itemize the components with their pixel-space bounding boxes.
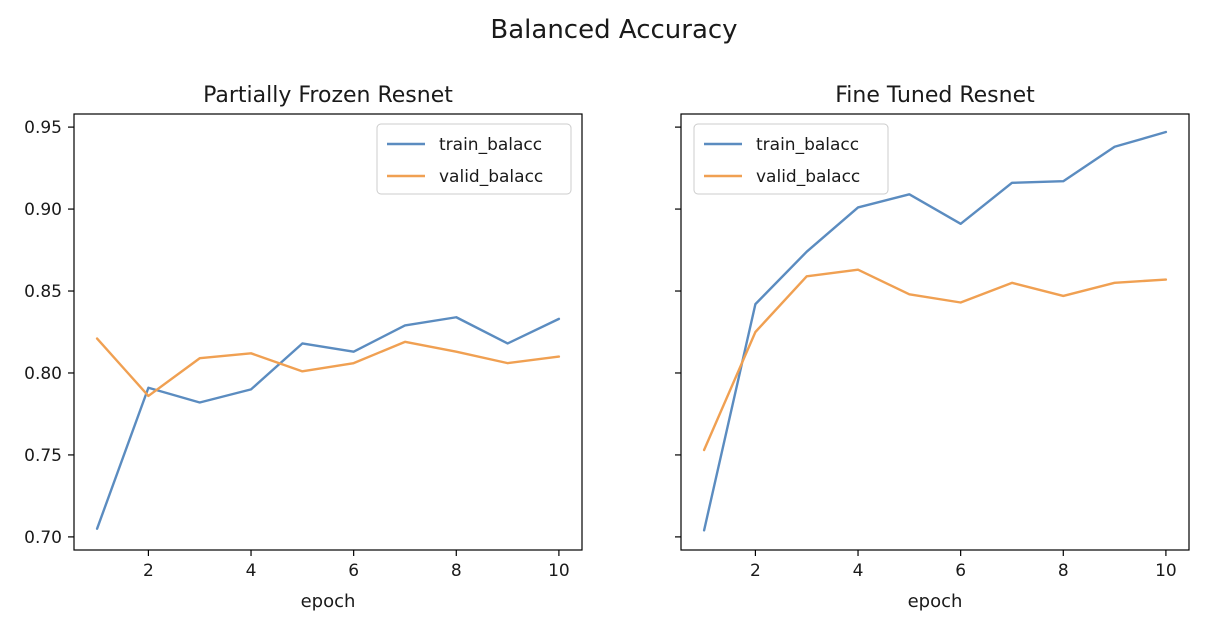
right-subplot-title: Fine Tuned Resnet [835,83,1035,108]
right-legend-label: valid_balacc [756,167,860,187]
left-y-tick-label: 0.75 [24,446,62,466]
right-x-tick-label: 6 [955,561,966,581]
right-series-valid-balacc [702,268,1168,452]
right-x-tick-label: 8 [1058,561,1069,581]
figure-title: Balanced Accuracy [490,15,737,45]
right-axes-frame [680,113,1190,551]
left-y-tick-label: 0.90 [24,200,62,220]
right-legend: train_balacc valid_balacc [693,123,889,195]
right-series-train-balacc [702,130,1168,532]
right-x-tick-label: 2 [750,561,761,581]
left-x-tick-label: 8 [451,561,462,581]
right-legend-box [693,123,889,195]
left-series-train-balacc [95,316,561,530]
right-x-tick-label: 4 [853,561,864,581]
left-y-tick-label: 0.80 [24,364,62,384]
left-legend-label: train_balacc [439,135,542,155]
left-y-tick-label: 0.85 [24,282,62,302]
left-y-tick-label: 0.95 [24,118,62,138]
right-legend-label: train_balacc [756,135,859,155]
left-legend-box [376,123,572,195]
left-subplot: Partially Frozen Resnet 2 4 6 8 10 0.70 0.75 0.8… [24,83,583,612]
right-x-axis-label: epoch [908,591,963,612]
left-x-tick-label: 4 [246,561,257,581]
left-legend: train_balacc valid_balacc [376,123,572,195]
left-legend-label: valid_balacc [439,167,543,187]
left-axes-frame [73,113,583,551]
left-y-tick-label: 0.70 [24,528,62,548]
right-x-tick-label: 10 [1155,561,1177,581]
left-subplot-title: Partially Frozen Resnet [203,83,453,108]
left-x-tick-label: 2 [143,561,154,581]
left-x-axis-label: epoch [301,591,356,612]
left-x-tick-label: 6 [348,561,359,581]
right-subplot: Fine Tuned Resnet 2 4 6 8 10 epoch train_balacc… [675,83,1190,612]
left-series-valid-balacc [95,337,561,398]
left-x-tick-label: 10 [548,561,570,581]
